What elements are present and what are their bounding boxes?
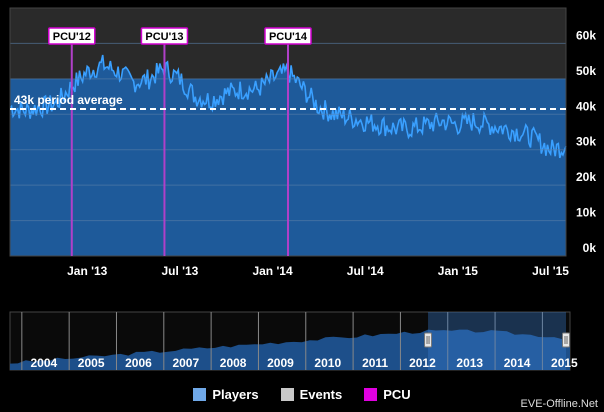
credit-text[interactable]: EVE-Offline.Net <box>520 398 598 410</box>
navigator-grid <box>21 312 543 370</box>
legend-item-events[interactable]: Events <box>280 384 343 404</box>
navigator-year-label: 2005 <box>78 356 105 370</box>
pcu-markers <box>70 44 289 256</box>
navigator-year-label: 2011 <box>362 356 388 370</box>
y-tick-label: 50k <box>576 64 596 78</box>
legend: Players Events PCU <box>0 384 604 404</box>
navigator-handle[interactable] <box>562 332 570 348</box>
y-tick-label: 40k <box>576 99 596 113</box>
y-tick-label: 20k <box>576 170 596 184</box>
navigator-year-label: 2004 <box>30 356 57 370</box>
x-tick-label: Jul '13 <box>161 264 198 278</box>
navigator-year-label: 2008 <box>220 356 247 370</box>
pcu-flag-label: PCU'13 <box>145 31 183 43</box>
navigator-year-label: 2014 <box>504 356 531 370</box>
pcu-flag[interactable] <box>140 27 189 45</box>
x-tick-label: Jan '14 <box>252 264 293 278</box>
x-tick-label: Jan '13 <box>67 264 108 278</box>
pcu-flag[interactable] <box>264 27 312 45</box>
navigator-year-label: 2009 <box>267 356 294 370</box>
x-tick-label: Jan '15 <box>438 264 479 278</box>
y-axis: 0k 10k 20k 30k 40k 50k 60k <box>576 28 596 255</box>
legend-item-pcu[interactable]: PCU <box>364 384 411 404</box>
navigator-handle[interactable] <box>424 332 433 348</box>
pcu-swatch <box>364 387 378 401</box>
legend-item-players[interactable]: Players <box>193 384 259 404</box>
legend-label-pcu: PCU <box>383 386 411 402</box>
navigator[interactable]: 2004 2005 2006 2007 2008 2009 2010 2011 2012 2013… <box>9 311 578 371</box>
pcu-flag-label: PCU'14 <box>269 31 308 43</box>
pcu-flag[interactable] <box>48 27 96 45</box>
navigator-year-label: 2012 <box>409 356 436 370</box>
average-line-group: 43k period average <box>10 93 566 110</box>
y-tick-label: 0k <box>583 241 597 255</box>
navigator-selection[interactable] <box>428 312 566 370</box>
x-tick-label: Jul '14 <box>347 264 384 278</box>
players-swatch <box>193 387 207 401</box>
navigator-year-label: 2006 <box>125 356 152 370</box>
events-swatch <box>280 387 294 401</box>
y-tick-label: 60k <box>576 28 596 42</box>
legend-label-events: Events <box>299 386 343 402</box>
average-label: 43k period average <box>14 93 123 107</box>
navigator-year-label: 2013 <box>456 356 483 370</box>
y-tick-label: 30k <box>576 135 596 149</box>
y-tick-label: 10k <box>576 206 596 220</box>
x-tick-label: Jul '15 <box>532 264 569 278</box>
legend-label-players: Players <box>212 386 259 402</box>
navigator-year-label: 2015 <box>551 356 578 370</box>
player-count-chart: 43k period average 0k10k20k30k40k50k60k … <box>9 7 596 371</box>
navigator-year-label: 2010 <box>314 356 341 370</box>
x-axis: Jan '13 Jul '13 Jan '14 Jul '14 Jan '15 Jul '… <box>67 264 569 278</box>
navigator-year-label: 2007 <box>172 356 199 370</box>
navigator-year-labels: 2004 2005 2006 2007 2008 2009 2010 2011 2012 2013… <box>30 356 578 370</box>
pcu-flag-label: PCU'12 <box>53 31 91 43</box>
navigator-handles[interactable] <box>424 332 570 348</box>
pcu-flags[interactable]: PCU'12 PCU'13 PCU'14 <box>48 27 312 45</box>
